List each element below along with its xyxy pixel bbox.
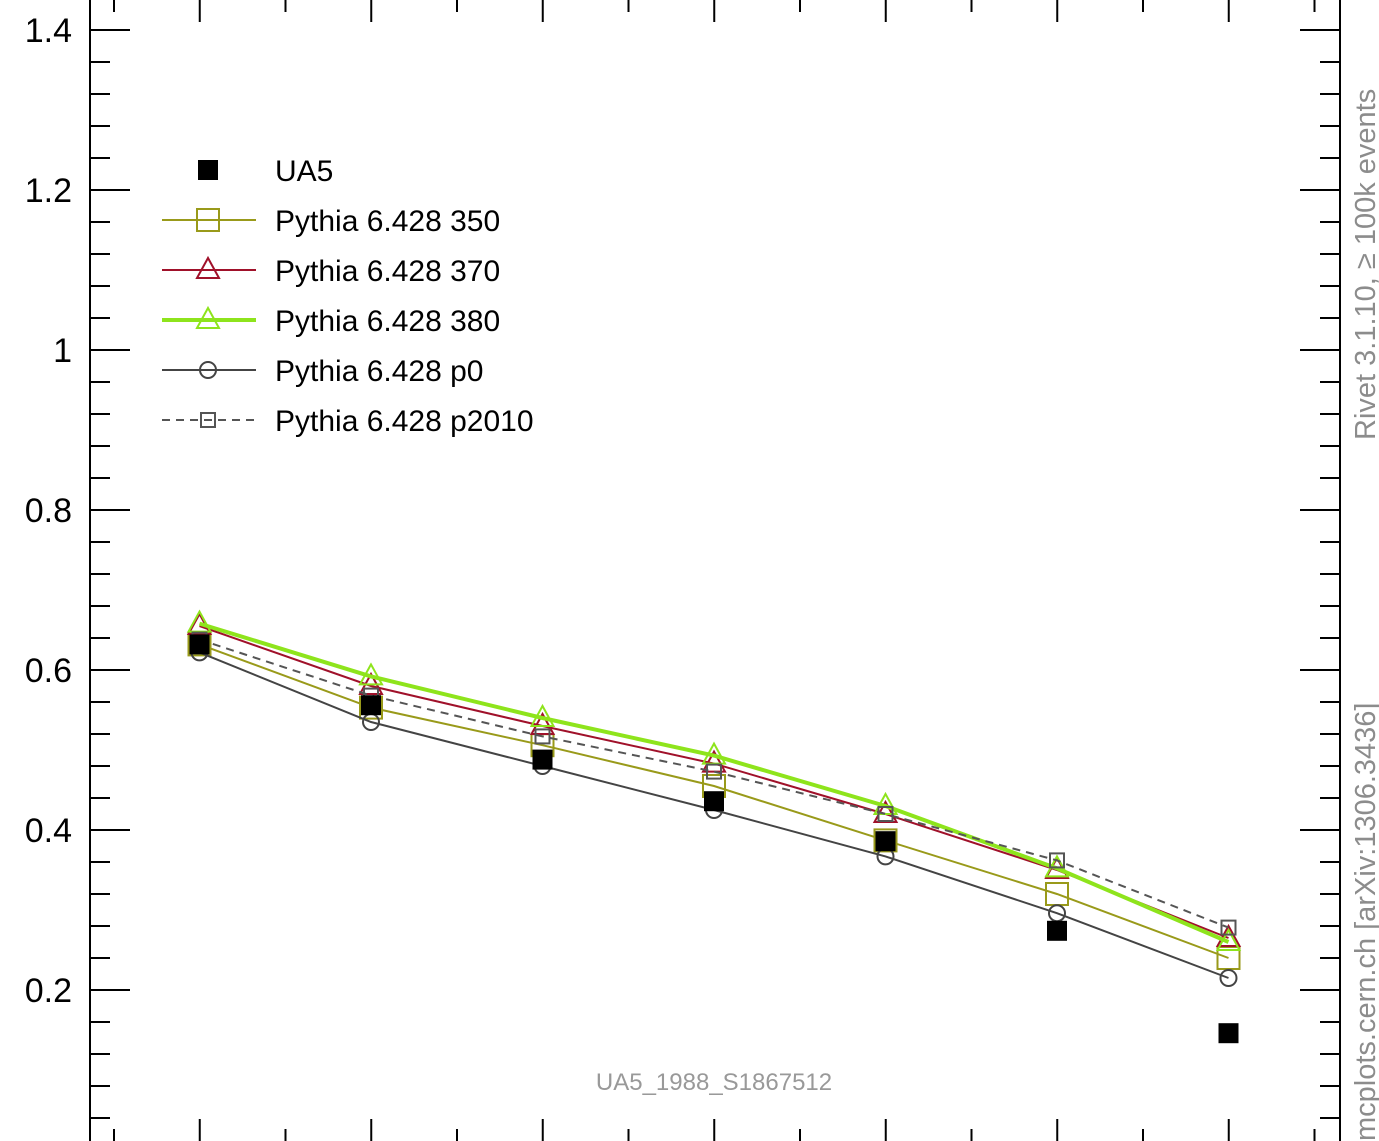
series-pythia-6-428-380 <box>186 609 1242 951</box>
data-point <box>358 662 384 686</box>
legend: UA5 Pythia 6.428 350 Pythia 6.428 370 Pythi… <box>162 155 534 438</box>
data-point <box>534 728 551 745</box>
legend-label: Pythia 6.428 p2010 <box>275 405 534 438</box>
data-point <box>1220 919 1237 936</box>
data-point <box>529 703 556 727</box>
data-point <box>1049 852 1065 869</box>
y-tick-label: 1.2 <box>25 172 72 210</box>
data-point <box>872 791 899 815</box>
y-tick-labels: 0.2 0.4 0.6 0.8 1 1.2 1.4 <box>25 12 72 1010</box>
series-line <box>199 638 1229 929</box>
legend-label: UA5 <box>275 155 333 188</box>
legend-item: Pythia 6.428 380 <box>162 305 500 338</box>
legend-marker <box>195 255 221 279</box>
data-point <box>701 749 727 773</box>
series-pythia-6-428-370 <box>186 611 1242 947</box>
data-point <box>875 831 896 852</box>
y-tick-label: 0.8 <box>25 492 72 530</box>
data-point <box>1047 920 1067 941</box>
legend-marker <box>195 305 221 329</box>
data-point <box>1215 927 1242 951</box>
series-ua5 <box>189 634 1239 1044</box>
legend-label: Pythia 6.428 370 <box>275 255 500 288</box>
series-layer <box>186 609 1242 1044</box>
data-point <box>873 828 898 853</box>
rivet-version-label: Rivet 3.1.10, ≥ 100k events <box>1350 89 1379 440</box>
axis-ticks <box>90 0 1340 1141</box>
data-point <box>877 806 894 822</box>
legend-label: Pythia 6.428 p0 <box>275 355 484 388</box>
legend-marker <box>199 361 217 379</box>
legend-item: Pythia 6.428 p0 <box>162 355 484 388</box>
y-tick-label: 0.4 <box>25 812 72 850</box>
data-point <box>704 791 724 812</box>
data-point <box>361 695 381 716</box>
data-point <box>1215 923 1242 947</box>
legend-item: Pythia 6.428 370 <box>162 255 500 288</box>
data-point <box>1218 1023 1239 1044</box>
legend-label: Pythia 6.428 380 <box>275 305 500 338</box>
legend-label: Pythia 6.428 350 <box>275 205 500 238</box>
legend-item: UA5 <box>198 155 333 188</box>
mcplots-source-label: mcplots.cern.ch [arXiv:1306.3436] <box>1350 703 1379 1141</box>
legend-marker <box>198 160 218 180</box>
y-tick-label: 1.4 <box>25 12 72 50</box>
y-tick-label: 0.2 <box>25 972 72 1010</box>
y-tick-label: 0.6 <box>25 652 72 690</box>
legend-item: Pythia 6.428 p2010 <box>162 405 534 438</box>
data-point <box>532 749 553 770</box>
legend-marker <box>196 208 220 232</box>
y-tick-label: 1 <box>53 332 72 370</box>
series-line <box>198 621 1230 944</box>
series-pythia-6-428-p0 <box>190 643 1238 987</box>
data-point <box>529 711 556 735</box>
legend-marker <box>200 412 216 428</box>
legend-item: Pythia 6.428 350 <box>162 205 500 238</box>
data-point <box>189 634 210 655</box>
data-point <box>1219 969 1238 987</box>
analysis-id-label: UA5_1988_S1867512 <box>596 1069 832 1096</box>
data-point <box>706 763 722 780</box>
